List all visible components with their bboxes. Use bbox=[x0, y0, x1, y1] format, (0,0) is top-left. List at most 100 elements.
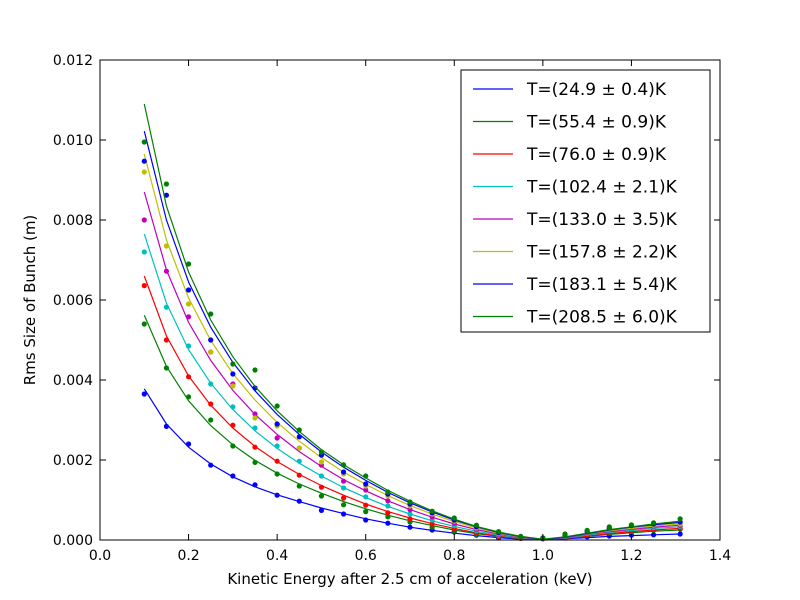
data-point bbox=[163, 423, 170, 429]
data-point bbox=[230, 371, 236, 377]
data-point bbox=[407, 516, 413, 522]
x-tick-label: 1.2 bbox=[620, 548, 642, 564]
data-point bbox=[628, 522, 635, 528]
data-point bbox=[141, 139, 147, 145]
legend-label: T=(157.8 ± 2.2)K bbox=[526, 243, 678, 263]
data-point bbox=[230, 443, 236, 449]
data-point bbox=[208, 401, 214, 407]
legend-frame bbox=[460, 69, 711, 333]
data-point bbox=[163, 268, 170, 274]
data-point bbox=[340, 462, 347, 468]
data-point bbox=[185, 314, 192, 320]
data-point bbox=[385, 498, 391, 504]
data-point bbox=[252, 425, 258, 431]
data-point bbox=[274, 435, 280, 441]
data-point bbox=[318, 493, 325, 499]
data-point bbox=[230, 404, 236, 410]
y-tick-label: 0.010 bbox=[53, 133, 93, 149]
data-point bbox=[296, 434, 302, 440]
data-point bbox=[385, 510, 391, 516]
data-point bbox=[363, 494, 369, 500]
x-tick-label: 0.8 bbox=[443, 548, 465, 564]
data-point bbox=[407, 507, 413, 513]
data-point bbox=[407, 511, 413, 517]
data-point bbox=[584, 527, 590, 534]
data-point bbox=[208, 311, 214, 317]
x-tick-label: 0.4 bbox=[266, 548, 288, 564]
data-point bbox=[141, 169, 147, 175]
data-point bbox=[385, 503, 391, 509]
data-point bbox=[252, 385, 258, 391]
y-tick-label: 0.000 bbox=[53, 533, 93, 549]
series-layer bbox=[141, 103, 683, 542]
data-point bbox=[385, 489, 391, 495]
data-point bbox=[252, 482, 258, 488]
data-point bbox=[518, 533, 524, 540]
data-point bbox=[650, 520, 657, 526]
data-point bbox=[208, 381, 214, 387]
data-point bbox=[274, 403, 280, 409]
data-point bbox=[495, 529, 502, 535]
y-tick-label: 0.012 bbox=[53, 53, 93, 69]
data-point bbox=[185, 261, 192, 267]
data-point bbox=[340, 478, 347, 484]
y-tick-label: 0.008 bbox=[53, 213, 93, 229]
legend-label: T=(133.0 ± 3.5)K bbox=[526, 210, 678, 230]
data-point bbox=[318, 484, 325, 490]
legend-label: T=(24.9 ± 0.4)K bbox=[526, 80, 667, 100]
data-point bbox=[163, 337, 170, 343]
data-point bbox=[363, 517, 369, 523]
series-8 bbox=[141, 103, 683, 541]
data-point bbox=[677, 516, 683, 522]
data-point bbox=[141, 249, 147, 255]
data-point bbox=[274, 443, 280, 449]
data-point bbox=[562, 531, 568, 537]
data-point bbox=[141, 283, 147, 289]
data-point bbox=[385, 520, 391, 526]
x-tick-label: 0.2 bbox=[177, 548, 199, 564]
data-point bbox=[429, 521, 435, 527]
plot-frame bbox=[99, 59, 721, 541]
data-point bbox=[363, 473, 369, 479]
data-point bbox=[185, 301, 192, 307]
data-point bbox=[606, 524, 612, 530]
legend: T=(24.9 ± 0.4)K T=(55.4 ± 0.9)K T=(76.0 ± … bbox=[460, 69, 711, 333]
data-point bbox=[230, 422, 236, 428]
data-point bbox=[650, 532, 657, 538]
data-point bbox=[296, 498, 302, 504]
y-tick-label: 0.004 bbox=[53, 373, 93, 389]
data-point bbox=[274, 458, 280, 464]
data-point bbox=[163, 192, 170, 198]
data-point bbox=[473, 522, 480, 528]
data-point bbox=[208, 337, 214, 343]
data-point bbox=[677, 531, 683, 537]
data-point bbox=[340, 495, 347, 501]
data-point bbox=[141, 158, 147, 164]
data-point bbox=[296, 472, 302, 478]
data-point bbox=[230, 383, 236, 389]
data-point bbox=[407, 499, 413, 505]
data-point bbox=[163, 181, 170, 187]
y-tick-label: 0.002 bbox=[53, 453, 93, 469]
data-point bbox=[340, 502, 347, 508]
data-point bbox=[340, 485, 347, 491]
data-point bbox=[340, 469, 347, 475]
data-point bbox=[230, 473, 236, 479]
data-point bbox=[141, 391, 147, 397]
data-point bbox=[208, 462, 214, 468]
data-point bbox=[407, 524, 413, 530]
data-point bbox=[252, 367, 258, 373]
data-point bbox=[141, 217, 147, 223]
data-point bbox=[296, 483, 302, 489]
data-point bbox=[252, 411, 258, 417]
legend-label: T=(208.5 ± 6.0)K bbox=[526, 308, 678, 328]
series-4 bbox=[141, 233, 683, 542]
x-tick-label: 0.0 bbox=[89, 548, 111, 564]
data-point bbox=[274, 421, 280, 427]
data-point bbox=[185, 287, 192, 293]
data-point bbox=[451, 515, 457, 521]
data-point bbox=[185, 343, 192, 349]
ticks-layer: 0.0 0.2 0.4 0.6 0.8 1.0 1.2 1.4 0.000 0.002 0.004 0… bbox=[53, 53, 731, 564]
data-point bbox=[163, 304, 170, 310]
data-point bbox=[185, 374, 192, 380]
